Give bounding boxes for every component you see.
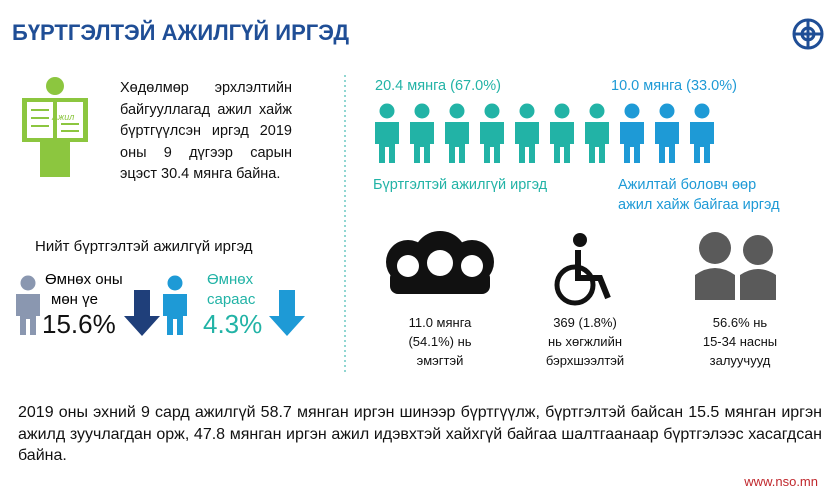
stat: 56.6% нь 15-34 насны залуучууд bbox=[670, 313, 810, 370]
label: Өмнөх оны bbox=[45, 271, 123, 288]
label: Ажилтай боловч өөр bbox=[618, 177, 757, 193]
stat: 369 (1.8%) нь хөгжлийн бэрхшээлтэй bbox=[515, 313, 655, 370]
arrow-down bbox=[124, 290, 160, 336]
line: 15-34 насны bbox=[702, 334, 778, 349]
line: 56.6% нь bbox=[712, 315, 768, 330]
label: ажил хайж байгаа иргэд bbox=[618, 197, 780, 213]
group-label: Ажилтай боловч өөр ажил хайж байгаа иргэд bbox=[618, 175, 780, 215]
intro-text: Хөдөлмөр эрхлэлтийн байгууллагад ажил ха… bbox=[120, 80, 292, 182]
change-value: 15.6% bbox=[42, 309, 116, 339]
line: нь хөгжлийн bbox=[547, 334, 623, 349]
label: мөн үе bbox=[51, 291, 98, 308]
line: залуучууд bbox=[709, 353, 771, 368]
people-icons bbox=[375, 103, 714, 163]
line: 11.0 мянга bbox=[408, 315, 472, 330]
line: бэрхшээлтэй bbox=[545, 353, 625, 368]
change-item: Өмнөх сараас bbox=[207, 270, 255, 310]
newspaper-icon bbox=[22, 77, 88, 177]
change-value: 4.3% bbox=[203, 309, 263, 339]
change-item: Өмнөх оны мөн үе bbox=[45, 270, 123, 310]
title: БҮРТГЭЛТЭЙ АЖИЛГҮЙ ИРГЭД bbox=[12, 20, 349, 45]
group-value: 20.4 мянга (67.0%) bbox=[375, 78, 501, 94]
line: (54.1%) нь bbox=[408, 334, 472, 349]
label: Өмнөх bbox=[207, 271, 254, 288]
change-title: Нийт бүртгэлтэй ажилгүй иргэд bbox=[35, 238, 253, 255]
line: эмэгтэй bbox=[416, 353, 464, 368]
stat: 11.0 мянга (54.1%) нь эмэгтэй bbox=[370, 313, 510, 370]
group-label: Бүртгэлтэй ажилгүй иргэд bbox=[373, 177, 548, 193]
line: 369 (1.8%) bbox=[553, 315, 617, 330]
arrow-down bbox=[269, 290, 305, 336]
wheelchair-icon bbox=[554, 233, 611, 306]
person-icon bbox=[163, 275, 187, 335]
label: сараас bbox=[207, 291, 256, 308]
url[interactable]: www.nso.mn bbox=[744, 474, 818, 489]
group-value: 10.0 мянга (33.0%) bbox=[611, 78, 737, 94]
person-icon bbox=[16, 275, 40, 335]
icon-label: Ажил bbox=[52, 112, 75, 122]
footer-text: 2019 оны эхний 9 сард ажилгүй 58.7 мянга… bbox=[18, 404, 822, 464]
youth-icon bbox=[695, 232, 776, 300]
logo bbox=[792, 18, 824, 50]
women-icon bbox=[386, 231, 494, 294]
